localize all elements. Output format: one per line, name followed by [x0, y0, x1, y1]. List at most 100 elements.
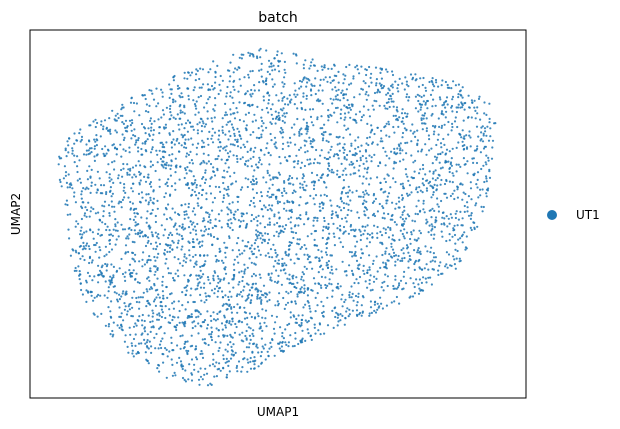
scatter-point [107, 290, 110, 293]
scatter-point [287, 178, 290, 181]
scatter-point [390, 245, 393, 248]
scatter-point [58, 178, 62, 181]
scatter-point [340, 108, 343, 111]
scatter-point [225, 373, 229, 376]
scatter-point [316, 217, 319, 220]
scatter-point [66, 203, 69, 207]
scatter-point [228, 320, 231, 323]
scatter-point [202, 83, 205, 86]
scatter-point [350, 163, 354, 166]
scatter-point [141, 265, 144, 268]
scatter-point [250, 165, 253, 168]
scatter-point [181, 376, 185, 380]
scatter-point [184, 203, 187, 206]
scatter-point [232, 353, 236, 356]
scatter-point [427, 231, 430, 234]
scatter-point [469, 145, 472, 148]
scatter-point [207, 278, 210, 281]
scatter-point [371, 214, 375, 217]
scatter-point [263, 204, 266, 207]
scatter-point [252, 131, 255, 134]
scatter-point [171, 248, 174, 251]
scatter-point [422, 94, 426, 97]
scatter-point [203, 341, 206, 344]
scatter-point [342, 97, 345, 100]
scatter-point [448, 180, 451, 183]
scatter-point [218, 219, 221, 222]
scatter-point [401, 82, 404, 85]
scatter-point [102, 184, 106, 187]
scatter-point [246, 358, 249, 361]
scatter-point [451, 235, 454, 238]
scatter-point [259, 290, 263, 293]
scatter-point [331, 295, 334, 298]
scatter-point [74, 225, 77, 228]
scatter-point [286, 323, 289, 327]
scatter-point [275, 255, 278, 258]
scatter-point [261, 308, 264, 311]
scatter-point [326, 296, 329, 299]
scatter-point [179, 165, 182, 168]
scatter-point [127, 250, 130, 254]
scatter-point [197, 96, 200, 99]
scatter-point [147, 302, 150, 305]
scatter-point [274, 122, 277, 125]
scatter-point [297, 160, 300, 163]
scatter-point [432, 191, 435, 194]
scatter-point [293, 344, 296, 348]
scatter-point [294, 302, 297, 305]
scatter-point [158, 126, 161, 129]
scatter-point [431, 225, 434, 228]
scatter-point [270, 62, 273, 65]
scatter-point [156, 277, 159, 280]
scatter-point [206, 137, 209, 140]
scatter-point [132, 134, 135, 137]
scatter-point [381, 253, 384, 257]
scatter-point [119, 181, 122, 184]
scatter-point [97, 264, 100, 267]
scatter-point [296, 295, 299, 298]
scatter-point [134, 333, 137, 336]
scatter-point [156, 288, 159, 291]
scatter-point [428, 80, 431, 84]
scatter-point [461, 106, 464, 109]
scatter-point [208, 185, 211, 188]
scatter-point [162, 126, 166, 129]
scatter-point [293, 262, 296, 265]
scatter-point [100, 312, 103, 315]
scatter-point [124, 119, 128, 122]
scatter-point [298, 134, 301, 137]
scatter-point [205, 198, 208, 201]
scatter-point [238, 225, 241, 228]
scatter-point [109, 310, 112, 313]
scatter-point [376, 308, 379, 311]
scatter-point [439, 142, 443, 145]
scatter-point [153, 336, 156, 339]
scatter-point [163, 213, 166, 216]
scatter-point [160, 224, 163, 227]
scatter-point [208, 96, 211, 99]
scatter-point [131, 251, 135, 255]
scatter-point [89, 290, 92, 293]
scatter-point [133, 128, 136, 131]
scatter-point [280, 229, 283, 233]
scatter-point [359, 195, 362, 198]
scatter-point [183, 213, 186, 216]
scatter-point [228, 322, 231, 325]
scatter-point [461, 183, 464, 186]
scatter-point [402, 287, 405, 290]
scatter-point [162, 113, 165, 116]
scatter-point [290, 98, 293, 101]
scatter-point [325, 286, 328, 289]
scatter-point [261, 329, 264, 332]
scatter-point [368, 314, 371, 317]
scatter-point [401, 108, 404, 111]
scatter-point [444, 159, 447, 162]
scatter-point [233, 134, 236, 137]
scatter-point [123, 183, 126, 186]
scatter-point [469, 217, 472, 220]
scatter-point [134, 344, 137, 347]
scatter-point [85, 242, 89, 245]
scatter-point [171, 239, 174, 243]
scatter-point [287, 244, 291, 248]
